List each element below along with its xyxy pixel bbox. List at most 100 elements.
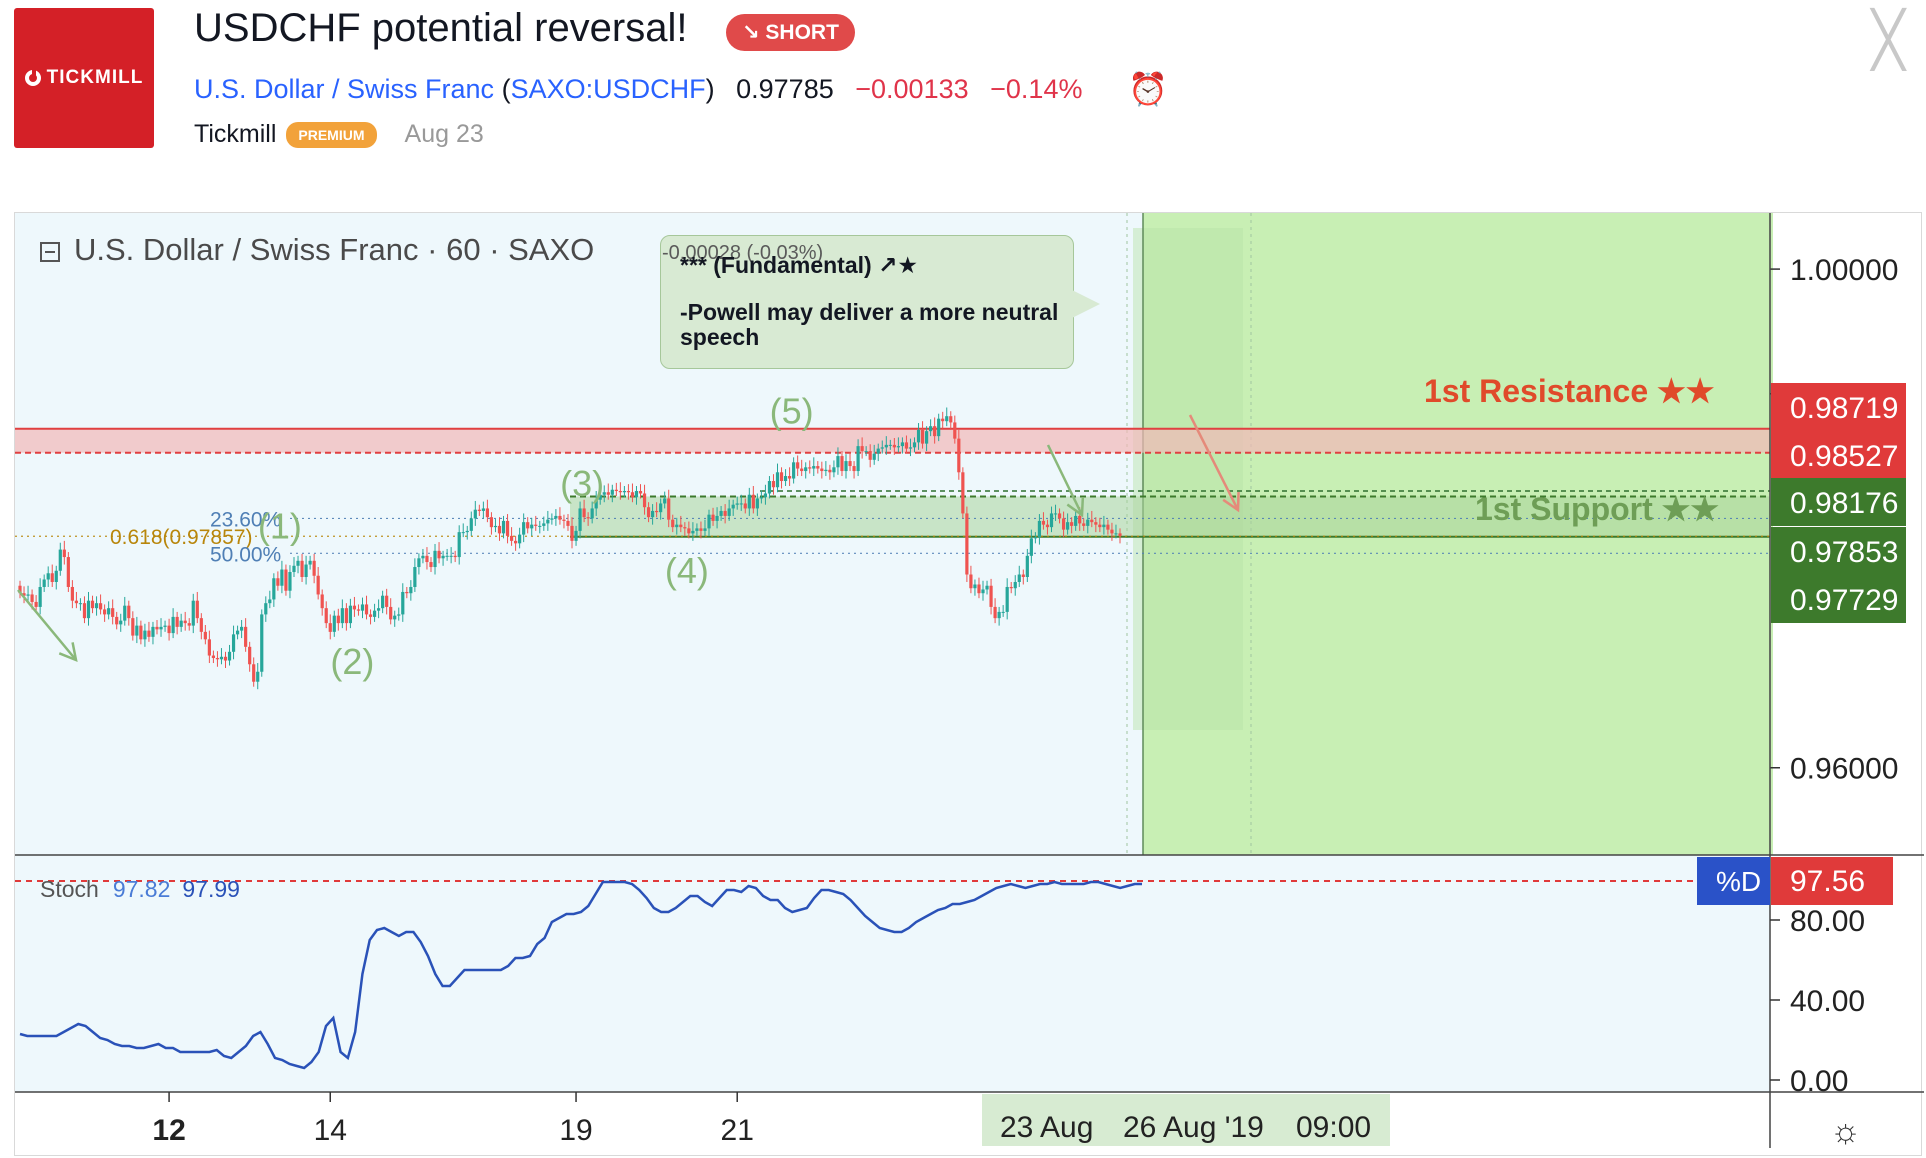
annotation-arrow-2 bbox=[1188, 414, 1240, 513]
candle-body bbox=[449, 555, 453, 557]
resistance-label: 1st Resistance ★★ bbox=[1424, 373, 1715, 409]
candle-body bbox=[570, 525, 574, 541]
candle-body bbox=[767, 481, 772, 494]
stoch-tick-label-1: 40.00 bbox=[1790, 985, 1865, 1018]
symbol-link[interactable]: SAXO:USDCHF bbox=[510, 74, 706, 104]
annotation-arrow-1 bbox=[1046, 444, 1085, 518]
candle-body bbox=[703, 528, 707, 531]
price-label-0: 0.98719 bbox=[1790, 392, 1898, 425]
price-change-pct: −0.14% bbox=[990, 74, 1083, 104]
stoch-k-value: 97.82 bbox=[112, 876, 171, 902]
stoch-pane-bg bbox=[15, 855, 1770, 1092]
price-label-4: 0.97729 bbox=[1790, 584, 1898, 617]
candle-body bbox=[397, 614, 401, 616]
candle-body bbox=[590, 508, 594, 519]
candle-body bbox=[175, 616, 179, 627]
chart-settings-gear-icon[interactable]: ☼ bbox=[1830, 1112, 1862, 1150]
candle-body bbox=[941, 418, 945, 422]
candle-body bbox=[215, 658, 220, 660]
candle-body bbox=[723, 510, 727, 516]
y-tick-label-2: 0.96000 bbox=[1790, 753, 1898, 786]
candle-body bbox=[920, 429, 925, 444]
candle-body bbox=[759, 497, 763, 499]
fib-label-0: 23.60% bbox=[210, 508, 281, 531]
candle-body bbox=[131, 618, 135, 636]
candle-body bbox=[1013, 581, 1017, 589]
candle-body bbox=[191, 600, 195, 626]
candle-body bbox=[405, 591, 409, 594]
candle-body bbox=[78, 603, 83, 605]
candle-body bbox=[1078, 515, 1082, 524]
candle-body bbox=[477, 509, 481, 511]
candle-body bbox=[812, 466, 816, 469]
candle-body bbox=[1037, 520, 1042, 538]
candle-body bbox=[844, 461, 848, 472]
annotation-arrow-0 bbox=[17, 589, 78, 663]
close-icon[interactable]: ╳ bbox=[1872, 10, 1905, 70]
arrow-shaft bbox=[1046, 444, 1084, 516]
candle-body bbox=[465, 530, 469, 533]
candle-body bbox=[695, 528, 699, 531]
candle-body bbox=[481, 508, 485, 511]
candle-body bbox=[1029, 538, 1033, 556]
candle-body bbox=[86, 600, 91, 619]
candle-body bbox=[699, 528, 703, 531]
candle-body bbox=[227, 651, 232, 661]
chart-legend: U.S. Dollar / Swiss Franc · 60 · SAXO bbox=[40, 232, 594, 268]
legend-change: -0.00028 (-0.03%) bbox=[662, 242, 824, 264]
candle-body bbox=[663, 498, 667, 504]
candle-body bbox=[473, 509, 477, 519]
price-label-1: 0.98527 bbox=[1790, 440, 1898, 473]
candle-body bbox=[429, 562, 433, 568]
stoch-d-tag-bg bbox=[1697, 857, 1770, 905]
author-name[interactable]: Tickmill bbox=[194, 120, 277, 148]
candle-body bbox=[195, 600, 199, 619]
candle-body bbox=[554, 515, 558, 519]
candle-body bbox=[50, 573, 54, 582]
candle-body bbox=[977, 584, 981, 594]
candle-body bbox=[638, 490, 643, 494]
candle-body bbox=[260, 614, 264, 672]
candle-body bbox=[252, 664, 256, 682]
stoch-value-label: 97.56 bbox=[1790, 865, 1865, 898]
candle-body bbox=[602, 492, 606, 495]
candle-body bbox=[659, 503, 663, 513]
candle-body bbox=[300, 560, 304, 578]
x-tick-label-0: 12 bbox=[152, 1114, 185, 1147]
candle-body bbox=[763, 493, 768, 498]
candle-body bbox=[199, 618, 203, 632]
candle-body bbox=[1021, 574, 1025, 578]
candle-body bbox=[594, 499, 598, 509]
legend-interval: 60 bbox=[446, 232, 481, 267]
candle-body bbox=[324, 608, 328, 624]
candle-body bbox=[389, 606, 393, 620]
x-highlight-label-0: 23 Aug bbox=[1000, 1111, 1093, 1144]
candle-body bbox=[530, 524, 534, 529]
candle-body bbox=[1025, 555, 1029, 578]
collapse-legend-icon[interactable] bbox=[40, 241, 60, 262]
candle-body bbox=[425, 555, 429, 563]
alarm-clock-icon[interactable]: ⏰ bbox=[1128, 71, 1168, 107]
candle-body bbox=[82, 603, 87, 619]
candle-body bbox=[340, 608, 344, 624]
candle-body bbox=[538, 525, 542, 527]
support-label: 1st Support ★★ bbox=[1475, 491, 1719, 527]
arrow-shaft bbox=[1188, 414, 1240, 511]
wave-label-4: (5) bbox=[770, 391, 814, 432]
pair-link[interactable]: U.S. Dollar / Swiss Franc bbox=[194, 74, 495, 104]
candle-body bbox=[1106, 524, 1110, 530]
candle-body bbox=[453, 555, 457, 558]
candle-body bbox=[207, 639, 211, 656]
legend-pair: U.S. Dollar / Swiss Franc bbox=[74, 232, 419, 267]
candle-body bbox=[1001, 611, 1005, 613]
stoch-legend: Stoch 97.82 97.99 bbox=[40, 876, 240, 903]
candle-body bbox=[231, 634, 236, 652]
candle-body bbox=[445, 555, 449, 557]
candle-body bbox=[381, 595, 385, 609]
callout-tail bbox=[1072, 290, 1100, 318]
candle-body bbox=[981, 589, 985, 594]
candle-body bbox=[747, 494, 751, 509]
candle-body bbox=[417, 558, 421, 568]
stoch-name: Stoch bbox=[40, 876, 99, 902]
